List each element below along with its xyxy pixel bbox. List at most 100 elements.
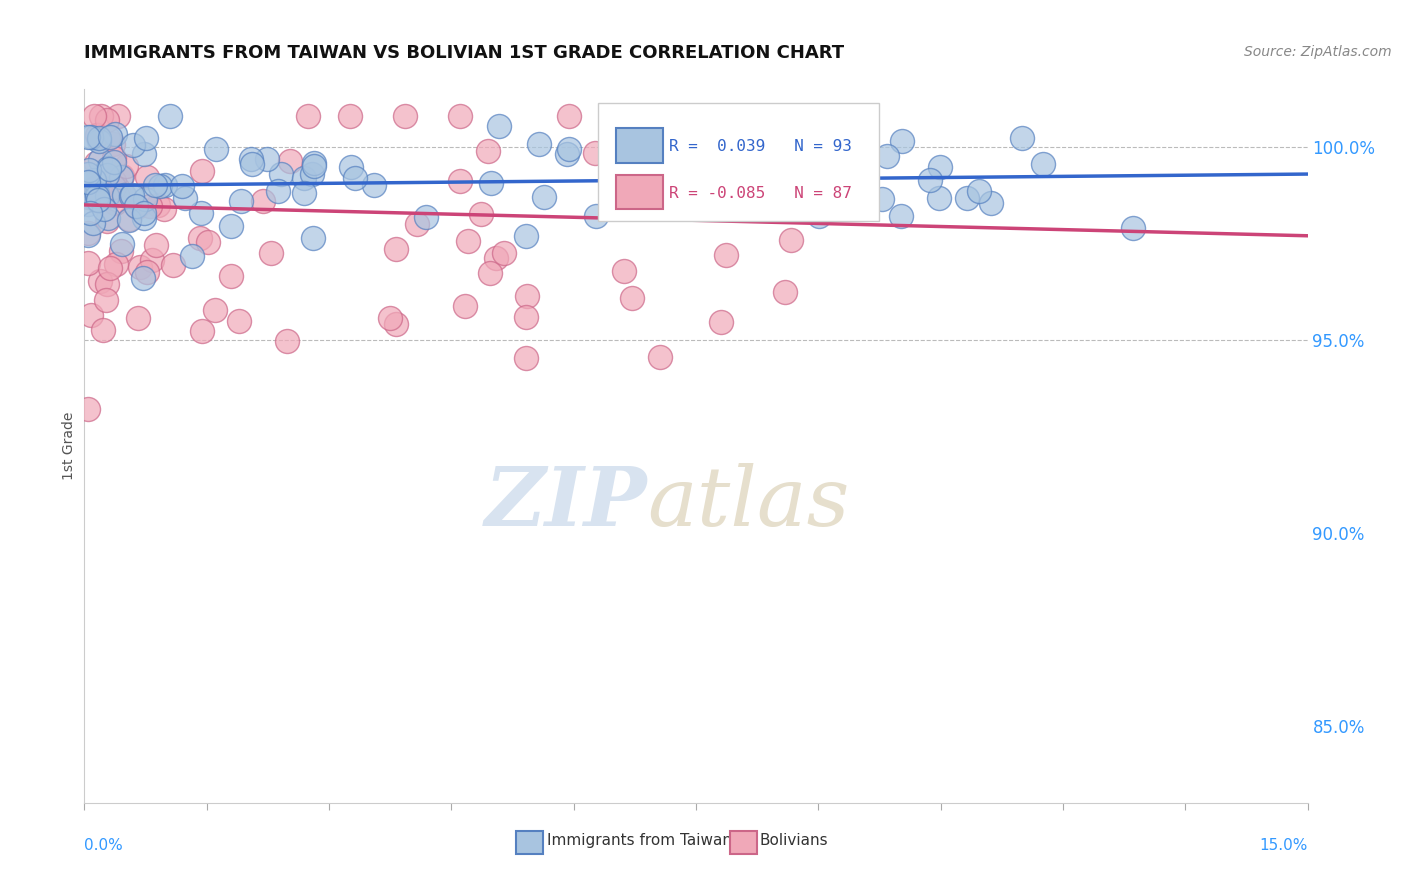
Point: [100, 260, 122, 275]
Point: [84, 180, 107, 194]
Point: [112, 187, 135, 202]
Point: [204, 143, 226, 157]
Point: [122, 138, 145, 153]
Point: [457, 234, 479, 248]
Text: R = -0.085   N = 87: R = -0.085 N = 87: [669, 186, 852, 201]
Point: [86, 188, 108, 202]
Point: [77, 401, 100, 416]
Point: [533, 190, 555, 204]
Point: [111, 236, 134, 251]
Point: [449, 174, 471, 188]
Point: [121, 187, 143, 202]
Point: [967, 184, 990, 198]
Point: [557, 146, 579, 161]
Point: [219, 219, 242, 233]
Point: [723, 148, 745, 162]
Point: [159, 109, 181, 123]
Point: [343, 170, 366, 185]
Point: [153, 178, 176, 192]
Point: [583, 145, 606, 160]
Point: [87, 135, 110, 149]
Point: [492, 246, 515, 260]
Point: [682, 142, 704, 156]
Point: [870, 192, 893, 206]
Point: [96, 277, 118, 292]
Point: [127, 311, 149, 326]
Point: [181, 249, 204, 263]
Point: [91, 323, 114, 337]
Point: [890, 210, 912, 224]
Point: [77, 256, 100, 270]
Point: [83, 172, 105, 186]
Point: [621, 291, 644, 305]
Point: [479, 176, 502, 190]
Point: [876, 149, 898, 163]
Point: [173, 191, 195, 205]
Point: [129, 260, 152, 274]
Point: [79, 206, 101, 220]
Point: [115, 159, 138, 173]
Point: [301, 167, 323, 181]
Point: [515, 310, 537, 325]
Point: [118, 212, 141, 227]
Point: [477, 144, 499, 158]
Text: 15.0%: 15.0%: [1260, 838, 1308, 854]
Point: [415, 211, 437, 225]
Point: [454, 299, 477, 313]
Point: [105, 187, 128, 202]
Text: Bolivians: Bolivians: [759, 833, 828, 847]
Point: [394, 109, 416, 123]
Point: [132, 211, 155, 225]
Point: [104, 127, 127, 141]
Point: [786, 129, 808, 144]
Point: [613, 264, 636, 278]
Point: [1122, 221, 1144, 235]
Text: Source: ZipAtlas.com: Source: ZipAtlas.com: [1244, 45, 1392, 59]
Point: [148, 197, 170, 211]
Point: [103, 173, 125, 187]
Point: [405, 217, 427, 231]
Point: [918, 172, 941, 186]
Point: [204, 302, 226, 317]
Point: [380, 310, 402, 325]
Point: [77, 227, 100, 242]
Point: [87, 130, 110, 145]
Point: [86, 128, 108, 143]
Point: [104, 196, 127, 211]
Point: [270, 167, 292, 181]
Point: [96, 112, 118, 127]
Point: [110, 244, 132, 259]
Point: [229, 194, 252, 208]
Point: [242, 157, 264, 171]
Point: [929, 160, 952, 174]
Point: [219, 268, 242, 283]
Point: [77, 226, 100, 240]
Point: [630, 140, 652, 154]
Point: [121, 188, 143, 202]
Point: [1032, 157, 1054, 171]
Point: [110, 169, 132, 184]
Point: [77, 175, 100, 189]
Point: [890, 134, 912, 148]
Point: [714, 248, 737, 262]
Point: [89, 274, 111, 288]
Point: [105, 257, 128, 271]
Point: [89, 153, 111, 167]
Point: [515, 228, 537, 243]
Point: [516, 289, 538, 303]
Point: [103, 155, 125, 169]
Text: atlas: atlas: [647, 463, 849, 543]
Point: [96, 168, 118, 182]
Point: [84, 193, 107, 207]
Point: [292, 171, 315, 186]
Point: [956, 191, 979, 205]
Point: [97, 162, 120, 177]
Point: [796, 109, 818, 123]
Point: [125, 200, 148, 214]
Point: [101, 136, 124, 151]
Point: [90, 109, 112, 123]
Point: [84, 180, 107, 194]
Point: [94, 293, 117, 307]
Point: [118, 213, 141, 227]
Point: [77, 129, 100, 144]
